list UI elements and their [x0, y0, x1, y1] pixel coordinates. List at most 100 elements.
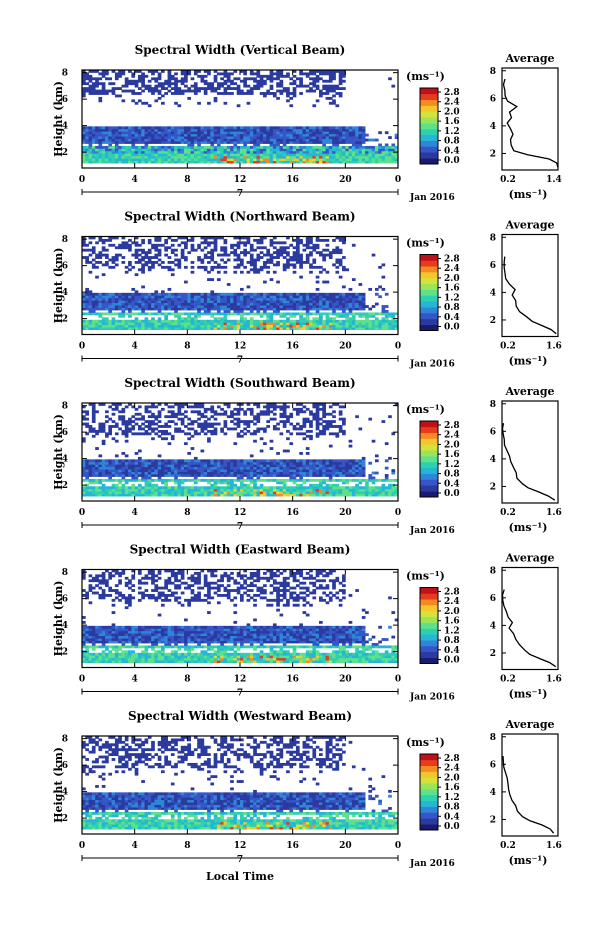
heatmap-cell: [134, 128, 139, 132]
heatmap-cell: [164, 483, 168, 487]
heatmap-cell: [335, 145, 340, 149]
heatmap-cell: [197, 417, 201, 421]
heatmap-cell: [161, 136, 165, 139]
heatmap-cell: [207, 72, 211, 76]
heatmap-cell: [230, 319, 234, 323]
heatmap-cell: [286, 317, 290, 321]
heatmap-cell: [180, 466, 185, 470]
heatmap-cell: [193, 148, 198, 152]
heatmap-cell: [220, 464, 224, 468]
heatmap-cell: [95, 307, 99, 311]
heatmap-cell: [361, 319, 366, 323]
heatmap-cell: [286, 246, 290, 250]
heatmap-cell: [226, 253, 231, 257]
heatmap-cell: [174, 469, 178, 472]
heatmap-cell: [216, 474, 221, 477]
heatmap-cell: [203, 141, 208, 144]
heatmap-cell: [305, 238, 310, 242]
heatmap-cell: [286, 150, 290, 154]
heatmap-cell: [124, 422, 129, 426]
heatmap-cell: [137, 300, 142, 304]
heatmap-cell: [105, 478, 109, 482]
heatmap-cell: [378, 319, 382, 323]
heatmap-cell: [144, 488, 149, 492]
heatmap-cell: [184, 74, 188, 78]
heatmap-cell: [243, 126, 247, 130]
heatmap-cell: [82, 469, 86, 472]
heatmap-cell: [328, 158, 333, 162]
heatmap-cell: [200, 478, 205, 482]
heatmap-cell: [131, 478, 136, 482]
heatmap-cell: [371, 153, 376, 157]
heatmap-cell: [305, 74, 310, 78]
heatmap-cell: [338, 248, 343, 252]
heatmap-cell: [200, 141, 205, 144]
heatmap-cell: [388, 155, 392, 159]
heatmap-cell: [259, 314, 264, 318]
heatmap-cell: [114, 461, 119, 465]
heatmap-cell: [190, 297, 195, 301]
heatmap-cell: [259, 236, 264, 240]
heatmap-cell: [289, 104, 294, 108]
heatmap-cell: [184, 128, 188, 132]
heatmap-cell: [272, 126, 277, 130]
heatmap-cell: [85, 307, 89, 311]
heatmap-cell: [207, 312, 211, 316]
heatmap-cell: [124, 464, 129, 468]
heatmap-cell: [342, 160, 346, 164]
heatmap-cell: [95, 89, 99, 93]
heatmap-cell: [118, 314, 122, 318]
heatmap-cell: [177, 405, 182, 409]
heatmap-cell: [266, 425, 271, 428]
heatmap-cell: [134, 133, 139, 137]
heatmap-cell: [144, 131, 149, 135]
heatmap-cell: [351, 126, 356, 130]
heatmap-cell: [141, 310, 145, 313]
heatmap-cell: [312, 150, 317, 154]
heatmap-cell: [157, 74, 162, 78]
heatmap-cell: [180, 136, 185, 139]
heatmap-cell: [200, 77, 205, 81]
heatmap-cell: [164, 92, 168, 95]
heatmap-cell: [266, 466, 271, 470]
heatmap-cell: [371, 324, 376, 328]
heatmap-cell: [269, 241, 274, 245]
heatmap-cell: [223, 327, 228, 330]
heatmap-cell: [190, 131, 195, 135]
heatmap-cell: [335, 143, 340, 147]
heatmap-cell: [223, 248, 228, 252]
heatmap-cell: [193, 145, 198, 149]
heatmap-cell: [328, 136, 333, 139]
heatmap-cell: [220, 126, 224, 130]
heatmap-cell: [101, 92, 106, 95]
heatmap-cell: [82, 322, 86, 326]
heatmap-cell: [325, 155, 330, 159]
panel-title: Spectral Width (Southward Beam): [124, 376, 355, 390]
heatmap-cell: [220, 469, 224, 472]
heatmap-cell: [226, 128, 231, 132]
heatmap-cell: [82, 256, 86, 259]
heatmap-cell: [170, 471, 175, 475]
heatmap-cell: [282, 410, 287, 414]
heatmap-cell: [134, 300, 139, 304]
heatmap-cell: [292, 324, 297, 328]
heatmap-cell: [82, 466, 86, 470]
heatmap-cell: [200, 258, 205, 262]
heatmap-cell: [190, 243, 195, 247]
heatmap-cell: [226, 461, 231, 465]
heatmap-cell: [141, 327, 145, 330]
heatmap-cell: [292, 158, 297, 162]
heatmap-cell: [302, 248, 307, 252]
heatmap-cell: [98, 253, 103, 257]
heatmap-cell: [236, 324, 241, 328]
heatmap-cell: [207, 145, 211, 149]
heatmap-cell: [167, 425, 172, 428]
heatmap-cell: [213, 96, 218, 100]
heatmap-cell: [355, 300, 359, 304]
heatmap-cell: [203, 236, 208, 240]
heatmap-cell: [240, 153, 244, 157]
heatmap-cell: [98, 99, 103, 103]
heatmap-cell: [348, 131, 353, 135]
heatmap-cell: [249, 253, 254, 257]
heatmap-cell: [193, 128, 198, 132]
